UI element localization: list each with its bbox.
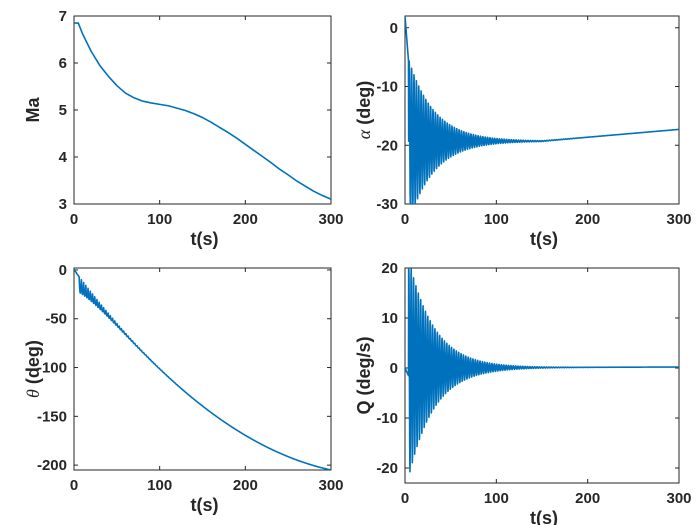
q-axes-box: [404, 267, 680, 484]
q-ytick-0: 0: [390, 360, 398, 377]
theta-xtick-200: 200: [233, 477, 258, 494]
q-series-line: [405, 268, 679, 473]
alpha-xtick-200: 200: [575, 211, 600, 228]
theta-ytick-m200: -200: [37, 457, 67, 474]
q-xtick-100: 100: [484, 490, 509, 507]
q-xtick-0: 0: [401, 490, 409, 507]
q-y-ticks: 20 10 0 -10 -20: [376, 260, 398, 477]
panel-theta: 0 100 200 300 0 -50 -100 -150 -200 t(s) …: [23, 262, 344, 515]
q-ytick-20: 20: [381, 260, 398, 277]
theta-y-label: θ (deg): [23, 340, 43, 398]
q-ytick-m10: -10: [376, 410, 398, 427]
ma-x-label: t(s): [191, 229, 219, 249]
theta-x-label: t(s): [191, 495, 219, 515]
ma-xtick-100: 100: [147, 211, 172, 228]
panel-ma: 0 100 200 300 3 4 5 6 7 t(s) Ma: [23, 8, 344, 249]
theta-ytick-m50: -50: [45, 311, 67, 328]
q-x-label: t(s): [530, 508, 558, 525]
ma-x-ticks: 0 100 200 300: [70, 211, 344, 228]
theta-ytick-m100: -100: [37, 360, 67, 377]
alpha-xtick-0: 0: [401, 211, 409, 228]
theta-unit: (deg): [23, 340, 43, 384]
q-xtick-200: 200: [575, 490, 600, 507]
q-xtick-300: 300: [666, 490, 691, 507]
ma-ytick-6: 6: [59, 55, 67, 72]
theta-symbol: θ: [23, 389, 43, 398]
ma-ytick-5: 5: [59, 102, 67, 119]
alpha-axes-box: [404, 15, 680, 205]
theta-y-ticks: 0 -50 -100 -150 -200: [37, 262, 67, 474]
ma-xtick-0: 0: [70, 211, 78, 228]
theta-ytick-m150: -150: [37, 408, 67, 425]
alpha-symbol: α: [354, 129, 374, 139]
alpha-ytick-m20: -20: [376, 137, 398, 154]
ma-series-line: [74, 22, 331, 201]
alpha-x-label: t(s): [530, 229, 558, 249]
theta-ytick-0: 0: [59, 262, 67, 279]
q-ytick-10: 10: [381, 310, 398, 327]
q-y-label: Q (deg/s): [354, 336, 374, 414]
ma-y-ticks: 3 4 5 6 7: [59, 8, 68, 213]
ma-ytick-3: 3: [59, 196, 67, 213]
theta-axes-box: [73, 267, 332, 471]
theta-x-ticks: 0 100 200 300: [70, 477, 344, 494]
panel-q: 0 100 200 300 20 10 0 -10 -20 t(s) Q (de…: [354, 260, 692, 525]
alpha-ytick-m10: -10: [376, 79, 398, 96]
alpha-series-line: [405, 16, 679, 204]
alpha-x-ticks: 0 100 200 300: [401, 211, 692, 228]
theta-series-line: [74, 269, 331, 470]
alpha-y-label: α (deg): [354, 81, 374, 139]
ma-axes-box: [73, 15, 332, 205]
alpha-xtick-100: 100: [484, 211, 509, 228]
q-x-ticks: 0 100 200 300: [401, 490, 692, 507]
theta-xtick-300: 300: [318, 477, 343, 494]
ma-y-label: Ma: [23, 97, 43, 123]
ma-xtick-300: 300: [318, 211, 343, 228]
ma-xtick-200: 200: [233, 211, 258, 228]
panel-alpha: 0 100 200 300 0 -10 -20 -30 t(s) α (deg): [354, 15, 692, 249]
q-ytick-m20: -20: [376, 460, 398, 477]
ma-ytick-4: 4: [59, 149, 68, 166]
theta-xtick-100: 100: [147, 477, 172, 494]
ma-ytick-7: 7: [59, 8, 67, 25]
alpha-y-ticks: 0 -10 -20 -30: [376, 20, 398, 213]
alpha-ytick-m30: -30: [376, 196, 398, 213]
theta-xtick-0: 0: [70, 477, 78, 494]
alpha-ytick-0: 0: [390, 20, 398, 37]
alpha-xtick-300: 300: [666, 211, 691, 228]
alpha-unit: (deg): [354, 81, 374, 125]
